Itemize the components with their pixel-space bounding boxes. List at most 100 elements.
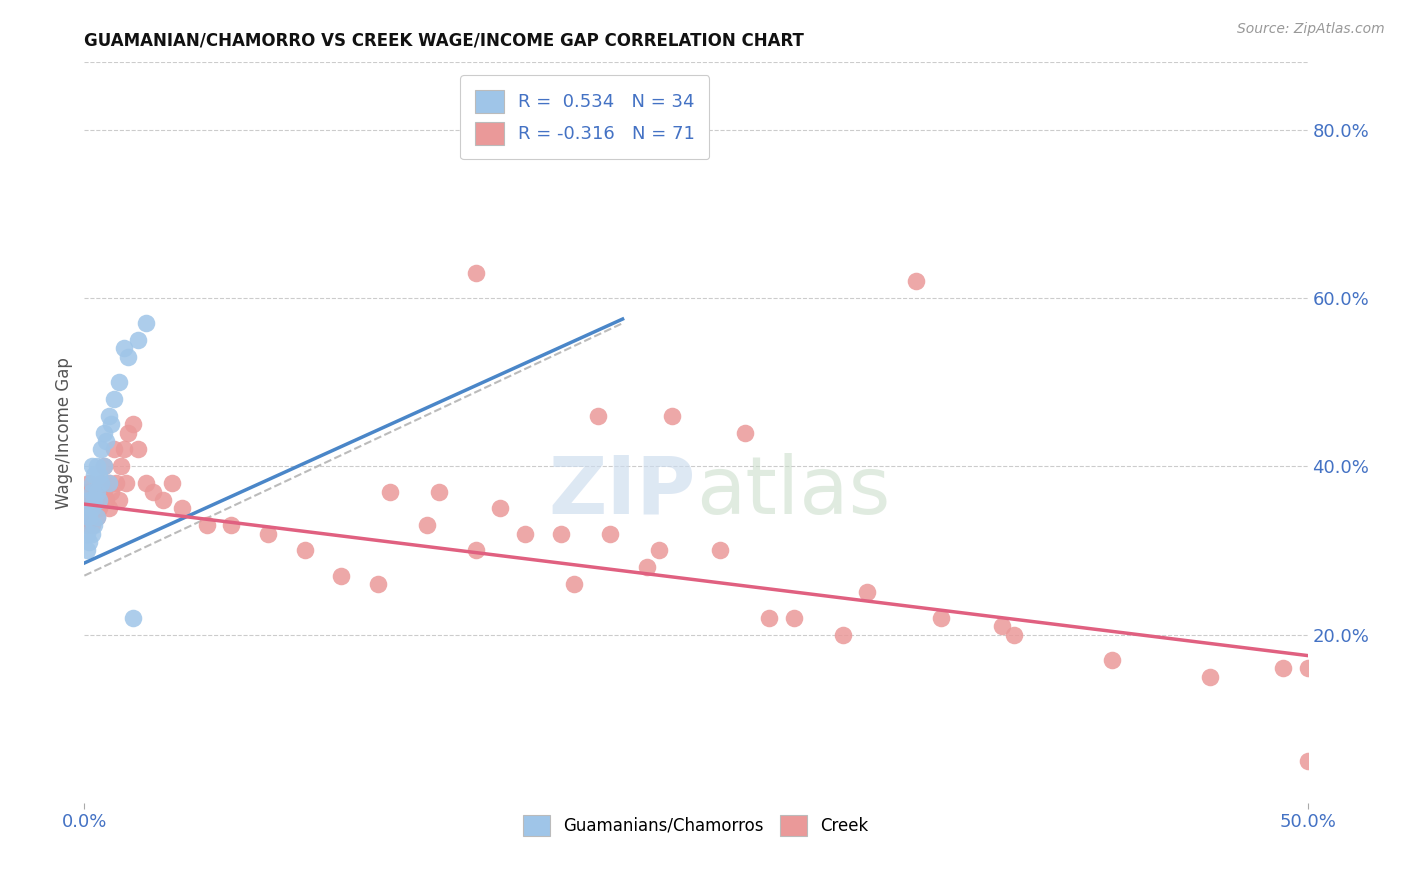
Point	[135, 476, 157, 491]
Point	[856, 585, 879, 599]
Point	[929, 610, 952, 624]
Point	[905, 274, 928, 288]
Point	[90, 476, 112, 491]
Point	[550, 526, 572, 541]
Point	[127, 333, 149, 347]
Point	[80, 492, 103, 507]
Point	[76, 518, 98, 533]
Point	[86, 484, 108, 499]
Point	[112, 442, 135, 457]
Point	[97, 409, 120, 423]
Point	[80, 476, 103, 491]
Point	[105, 476, 128, 491]
Point	[97, 476, 120, 491]
Text: atlas: atlas	[696, 453, 890, 531]
Point	[83, 501, 105, 516]
Point	[83, 467, 105, 482]
Point	[76, 484, 98, 499]
Point	[135, 316, 157, 330]
Point	[464, 543, 486, 558]
Point	[80, 501, 103, 516]
Point	[87, 467, 110, 482]
Point	[87, 501, 110, 516]
Point	[90, 492, 112, 507]
Point	[1002, 627, 1025, 641]
Point	[1272, 661, 1295, 675]
Point	[110, 459, 132, 474]
Point	[77, 492, 100, 507]
Point	[76, 543, 98, 558]
Point	[90, 442, 112, 457]
Point	[1296, 754, 1319, 768]
Point	[599, 526, 621, 541]
Point	[367, 577, 389, 591]
Point	[586, 409, 609, 423]
Point	[86, 509, 108, 524]
Point	[142, 484, 165, 499]
Point	[80, 484, 103, 499]
Point	[195, 518, 218, 533]
Point	[77, 492, 100, 507]
Point	[427, 484, 450, 499]
Point	[83, 518, 105, 533]
Point	[1198, 670, 1220, 684]
Point	[464, 266, 486, 280]
Point	[562, 577, 585, 591]
Text: ZIP: ZIP	[548, 453, 696, 531]
Point	[172, 501, 194, 516]
Point	[991, 619, 1014, 633]
Point	[117, 350, 139, 364]
Point	[86, 509, 108, 524]
Point	[86, 492, 108, 507]
Point	[100, 417, 122, 432]
Point	[77, 476, 100, 491]
Point	[122, 417, 145, 432]
Point	[103, 442, 125, 457]
Point	[1296, 661, 1319, 675]
Point	[87, 484, 110, 499]
Point	[661, 409, 683, 423]
Point	[103, 392, 125, 406]
Point	[77, 509, 100, 524]
Point	[489, 501, 512, 516]
Point	[76, 526, 98, 541]
Point	[93, 459, 115, 474]
Point	[77, 535, 100, 549]
Point	[76, 509, 98, 524]
Point	[100, 484, 122, 499]
Point	[648, 543, 671, 558]
Point	[636, 560, 658, 574]
Text: Source: ZipAtlas.com: Source: ZipAtlas.com	[1237, 22, 1385, 37]
Point	[734, 425, 756, 440]
Point	[112, 342, 135, 356]
Point	[709, 543, 731, 558]
Point	[96, 434, 118, 448]
Point	[513, 526, 536, 541]
Point	[758, 610, 780, 624]
Point	[416, 518, 439, 533]
Point	[93, 484, 115, 499]
Point	[162, 476, 184, 491]
Point	[93, 425, 115, 440]
Point	[152, 492, 174, 507]
Point	[127, 442, 149, 457]
Point	[86, 459, 108, 474]
Point	[294, 543, 316, 558]
Point	[93, 459, 115, 474]
Point	[783, 610, 806, 624]
Point	[330, 568, 353, 582]
Point	[90, 476, 112, 491]
Text: GUAMANIAN/CHAMORRO VS CREEK WAGE/INCOME GAP CORRELATION CHART: GUAMANIAN/CHAMORRO VS CREEK WAGE/INCOME …	[84, 32, 804, 50]
Point	[1101, 653, 1123, 667]
Point	[117, 425, 139, 440]
Point	[219, 518, 242, 533]
Point	[80, 518, 103, 533]
Point	[107, 492, 129, 507]
Point	[97, 476, 120, 491]
Point	[80, 526, 103, 541]
Point	[831, 627, 853, 641]
Point	[77, 509, 100, 524]
Point	[257, 526, 280, 541]
Point	[115, 476, 138, 491]
Point	[380, 484, 402, 499]
